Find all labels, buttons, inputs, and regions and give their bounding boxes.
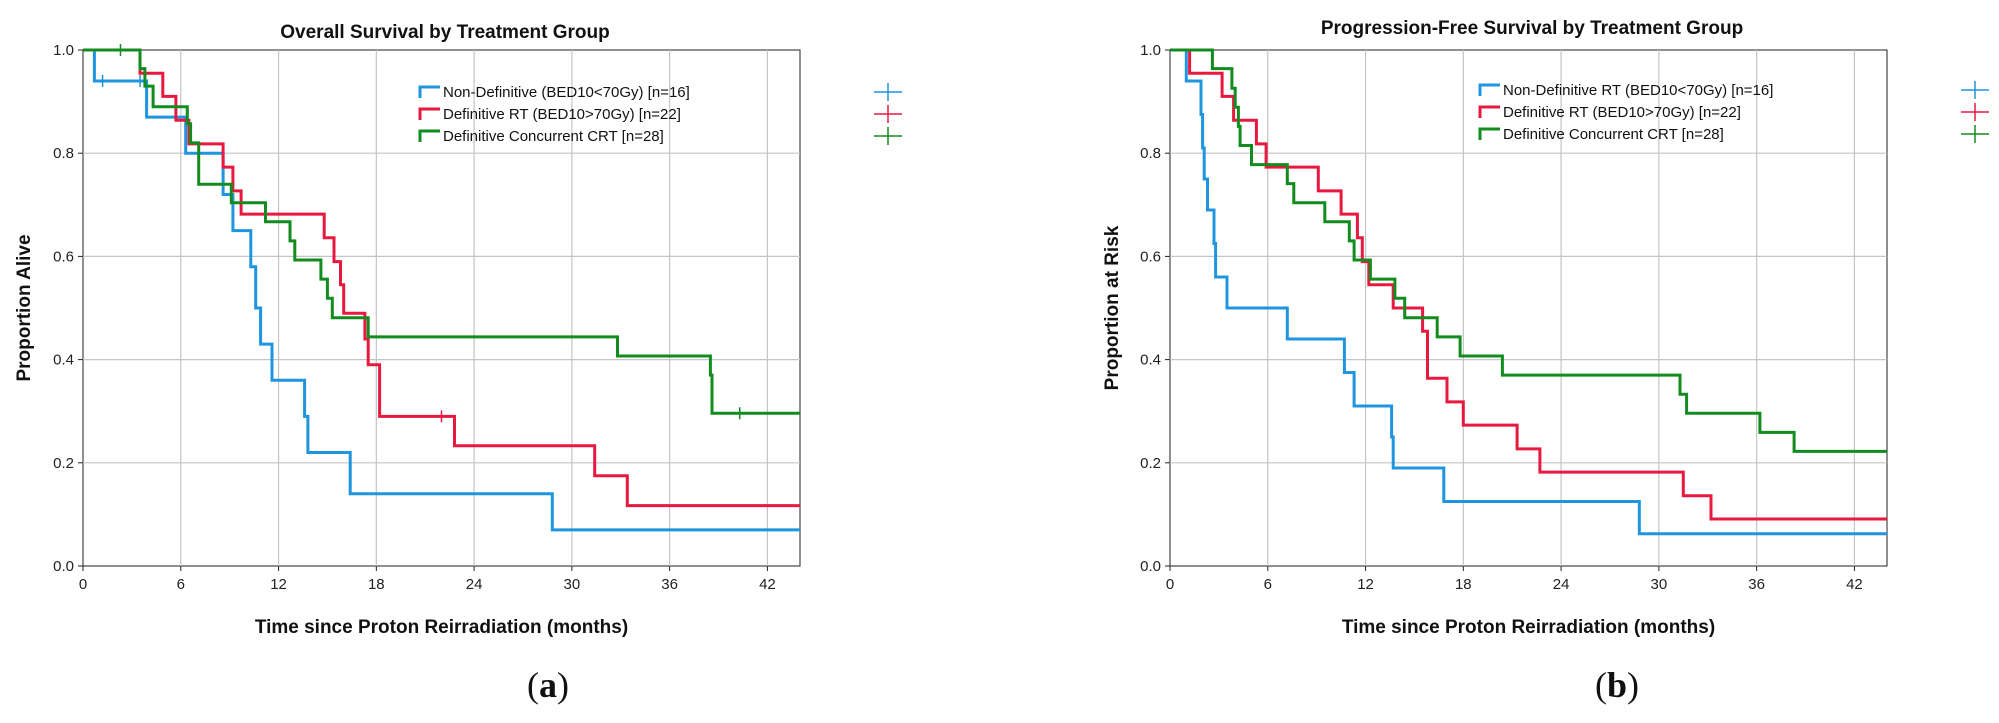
y-tick-label: 0.4 (1140, 352, 1161, 369)
y-tick-label: 1.0 (53, 42, 74, 59)
y-axis-label: Proportion at Risk (1102, 225, 1123, 390)
x-tick-label: 30 (1651, 576, 1668, 593)
x-tick-label: 0 (79, 576, 87, 593)
legend-swatch (1478, 127, 1500, 140)
x-tick-label: 24 (466, 576, 483, 593)
panel-caption: (b) (1595, 665, 1639, 705)
chart-title: Overall Survival by Treatment Group (280, 22, 609, 43)
series-line-1 (83, 48, 800, 532)
x-axis-label: Time since Proton Reirradiation (months) (255, 617, 628, 638)
y-tick-label: 0.8 (1140, 145, 1161, 162)
x-tick-label: 6 (1264, 576, 1272, 593)
x-tick-label: 42 (759, 576, 776, 593)
y-tick-label: 0.0 (1140, 558, 1161, 575)
legend-entry: Definitive RT (BED10>70Gy) [n=22] (443, 106, 681, 123)
legend-swatch (418, 129, 440, 142)
x-tick-label: 12 (1357, 576, 1374, 593)
chart-title: Progression-Free Survival by Treatment G… (1321, 18, 1743, 39)
legend-entry: Definitive Concurrent CRT [n=28] (443, 128, 664, 145)
y-tick-label: 0.0 (53, 558, 74, 575)
x-tick-label: 36 (1748, 576, 1765, 593)
panel-letter: a (539, 665, 557, 705)
x-tick-label: 6 (177, 576, 185, 593)
chart-panel-a: 0 6 12 18 24 30 36 42 0.0 0.2 0.4 0.6 0.8 1.0 Overall … (14, 22, 902, 705)
y-tick-label: 0.2 (53, 455, 74, 472)
panel-caption: (a) (527, 665, 569, 705)
series-line-3 (83, 48, 800, 415)
x-tick-label: 30 (564, 576, 581, 593)
y-tick-label: 1.0 (1140, 42, 1161, 59)
series-line-3 (1170, 48, 1887, 453)
y-tick-label: 0.8 (53, 145, 74, 162)
x-tick-label: 42 (1846, 576, 1863, 593)
legend-swatch (1478, 105, 1500, 118)
legend-entry: Definitive Concurrent CRT [n=28] (1503, 126, 1724, 143)
legend-swatch (418, 107, 440, 120)
panel-letter: b (1607, 665, 1627, 705)
series-line-2 (1170, 48, 1887, 521)
x-tick-label: 18 (368, 576, 385, 593)
legend-swatch (1478, 83, 1500, 96)
legend-swatch (418, 85, 440, 98)
x-tick-label: 0 (1166, 576, 1174, 593)
series-line-1 (1170, 48, 1887, 536)
legend-entry: Definitive RT (BED10>70Gy) [n=22] (1503, 104, 1741, 121)
series-line-2 (83, 48, 800, 508)
chart-panel-b: 0 6 12 18 24 30 36 42 0.0 0.2 0.4 0.6 0.8 1.0 Progress… (1102, 18, 1989, 705)
x-tick-label: 12 (270, 576, 287, 593)
legend-entry: Non-Definitive (BED10<70Gy) [n=16] (443, 84, 690, 101)
plot-frame (1169, 49, 1888, 567)
plot-frame (82, 49, 801, 567)
y-tick-label: 0.6 (53, 248, 74, 265)
x-axis-label: Time since Proton Reirradiation (months) (1342, 617, 1715, 638)
x-tick-label: 18 (1455, 576, 1472, 593)
y-tick-label: 0.4 (53, 352, 74, 369)
y-axis-label: Proportion Alive (14, 234, 35, 381)
y-tick-label: 0.6 (1140, 248, 1161, 265)
x-tick-label: 36 (661, 576, 678, 593)
x-tick-label: 24 (1553, 576, 1570, 593)
y-tick-label: 0.2 (1140, 455, 1161, 472)
legend-entry: Non-Definitive RT (BED10<70Gy) [n=16] (1503, 82, 1773, 99)
